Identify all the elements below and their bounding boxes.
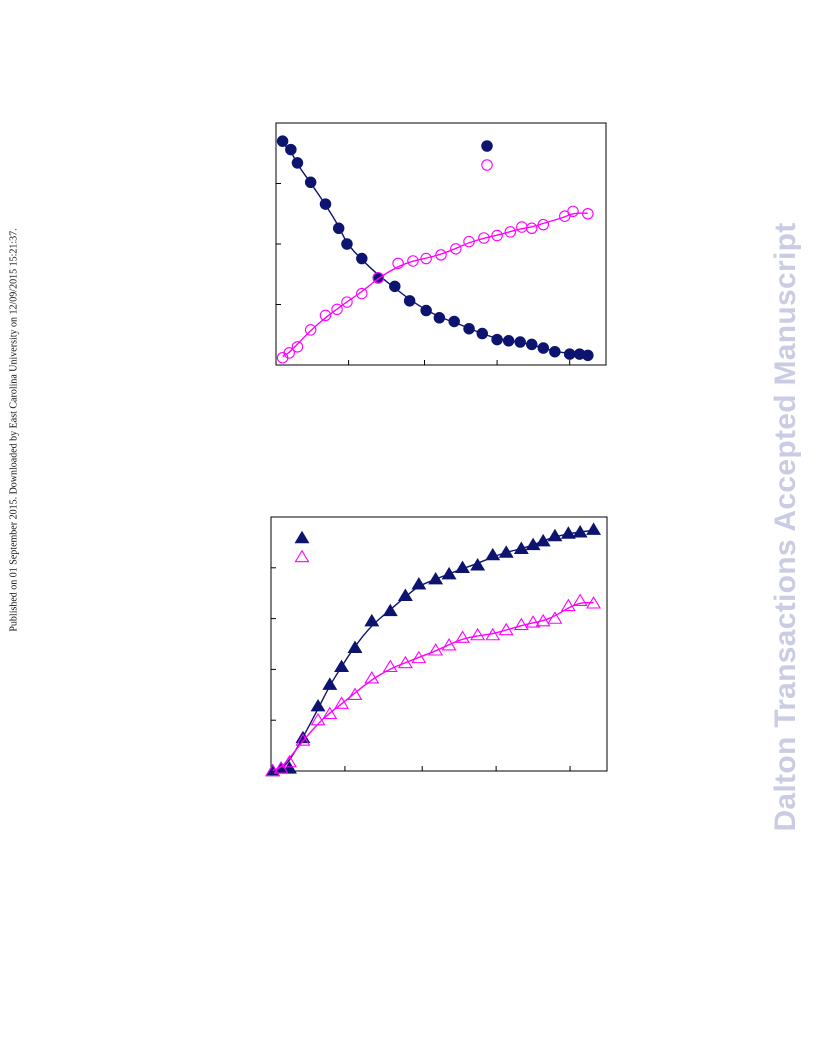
data-point-series-2 bbox=[560, 598, 576, 612]
data-point-series-2 bbox=[382, 659, 398, 673]
fit-curve-series-1 bbox=[272, 529, 594, 772]
data-point-series-1 bbox=[420, 304, 432, 317]
data-point-series-2 bbox=[428, 643, 444, 656]
data-point-series-1 bbox=[525, 338, 538, 351]
data-point-series-1 bbox=[334, 659, 350, 673]
data-point-series-2 bbox=[450, 243, 462, 255]
data-point-series-2 bbox=[586, 596, 602, 609]
data-point-series-1 bbox=[276, 135, 289, 147]
data-point-series-1 bbox=[470, 557, 486, 571]
data-point-series-1 bbox=[441, 566, 457, 580]
data-point-series-2 bbox=[572, 593, 588, 607]
data-point-series-1 bbox=[549, 345, 561, 358]
data-point-series-2 bbox=[392, 257, 404, 270]
data-point-series-1 bbox=[411, 577, 427, 590]
data-point-series-1 bbox=[491, 333, 503, 346]
data-point-series-2 bbox=[498, 622, 514, 636]
data-point-series-2 bbox=[463, 235, 475, 248]
data-point-series-1 bbox=[428, 571, 444, 585]
data-point-series-2 bbox=[420, 252, 432, 265]
data-point-series-2 bbox=[283, 347, 295, 359]
data-point-series-2 bbox=[582, 208, 594, 220]
data-point-series-2 bbox=[470, 627, 486, 641]
data-point-series-1 bbox=[537, 342, 550, 354]
data-point-series-1 bbox=[322, 677, 338, 690]
plot-frame bbox=[270, 516, 608, 772]
data-point-series-1 bbox=[547, 528, 563, 542]
data-point-series-2 bbox=[322, 706, 338, 720]
data-point-series-2 bbox=[537, 218, 550, 231]
data-point-series-1 bbox=[572, 524, 588, 538]
data-point-series-1 bbox=[341, 238, 353, 250]
data-point-series-2 bbox=[485, 627, 501, 641]
data-point-series-2 bbox=[273, 761, 289, 774]
data-point-series-2 bbox=[411, 650, 427, 664]
data-point-series-2 bbox=[319, 309, 332, 322]
data-point-series-2 bbox=[535, 613, 551, 627]
data-point-series-2 bbox=[331, 303, 343, 316]
data-point-series-2 bbox=[295, 733, 311, 746]
data-point-series-2 bbox=[364, 671, 380, 684]
data-point-series-1 bbox=[448, 315, 460, 328]
data-point-series-1 bbox=[332, 222, 345, 235]
data-point-series-2 bbox=[525, 615, 541, 628]
data-point-series-2 bbox=[567, 205, 579, 218]
data-point-series-1 bbox=[403, 295, 416, 307]
data-point-series-2 bbox=[397, 655, 413, 669]
data-point-series-1 bbox=[291, 157, 304, 169]
data-point-series-2 bbox=[491, 229, 503, 242]
data-point-series-2 bbox=[547, 611, 563, 624]
fit-curve-series-2 bbox=[272, 602, 594, 772]
data-point-series-1 bbox=[347, 640, 363, 654]
legend-marker-series-2 bbox=[481, 159, 493, 171]
data-point-series-1 bbox=[304, 176, 317, 189]
data-point-series-2 bbox=[435, 249, 447, 261]
data-point-series-1 bbox=[586, 522, 602, 535]
data-point-series-1 bbox=[535, 533, 551, 547]
data-point-series-1 bbox=[356, 252, 368, 265]
data-point-series-2 bbox=[334, 696, 350, 709]
data-point-series-1 bbox=[389, 280, 401, 293]
data-point-series-1 bbox=[513, 541, 529, 554]
data-point-series-2 bbox=[525, 222, 538, 235]
data-point-series-2 bbox=[478, 232, 490, 244]
data-point-series-2 bbox=[407, 255, 419, 267]
data-point-series-1 bbox=[463, 322, 475, 335]
data-point-series-2 bbox=[372, 272, 385, 284]
data-point-series-1 bbox=[382, 603, 398, 617]
data-point-series-2 bbox=[441, 638, 457, 651]
data-point-series-1 bbox=[285, 143, 297, 156]
data-point-series-1 bbox=[485, 547, 501, 561]
fit-curve-series-2 bbox=[282, 212, 588, 358]
data-point-series-2 bbox=[356, 287, 368, 300]
data-point-series-1 bbox=[525, 537, 541, 551]
data-point-series-2 bbox=[291, 341, 304, 353]
data-point-series-1 bbox=[397, 588, 413, 601]
data-point-series-1 bbox=[476, 327, 488, 340]
data-point-series-2 bbox=[310, 712, 326, 726]
fit-curve-series-1 bbox=[282, 142, 588, 356]
data-point-series-2 bbox=[513, 617, 529, 631]
data-point-series-2 bbox=[455, 630, 471, 643]
data-point-series-1 bbox=[310, 698, 326, 712]
data-point-series-1 bbox=[502, 335, 515, 347]
data-point-series-2 bbox=[347, 687, 363, 701]
data-point-series-1 bbox=[560, 526, 576, 539]
legend-marker-series-1 bbox=[481, 140, 493, 152]
data-point-series-1 bbox=[364, 613, 380, 627]
data-point-series-1 bbox=[319, 198, 332, 210]
data-point-series-1 bbox=[455, 560, 471, 574]
data-point-series-1 bbox=[514, 336, 526, 348]
data-point-series-2 bbox=[504, 226, 517, 238]
data-point-series-1 bbox=[433, 312, 446, 324]
legend-marker-series-1 bbox=[294, 530, 310, 544]
data-point-series-1 bbox=[498, 545, 514, 558]
data-point-series-1 bbox=[582, 349, 594, 362]
data-point-series-2 bbox=[304, 324, 317, 336]
data-point-series-2 bbox=[281, 754, 297, 768]
legend-marker-series-2 bbox=[294, 549, 310, 563]
data-point-series-2 bbox=[341, 296, 353, 308]
